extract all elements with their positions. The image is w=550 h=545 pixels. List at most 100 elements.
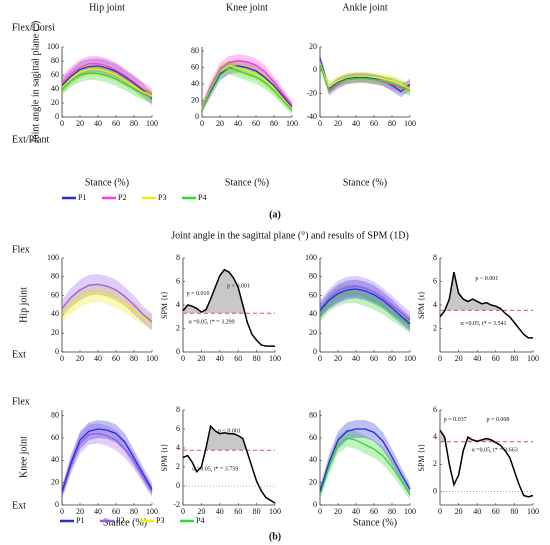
x-tick-label: 100 [286, 119, 298, 128]
ext-label: Ext [12, 349, 26, 360]
x-tick-label: 100 [269, 354, 281, 363]
y-tick-label: 60 [309, 433, 317, 442]
line [319, 58, 411, 93]
x-tick-label: 80 [510, 354, 518, 363]
y-tick-label: 8 [176, 405, 180, 414]
line [61, 283, 153, 323]
x-tick-label: 0 [438, 507, 442, 516]
y-tick-label: 60 [51, 290, 59, 299]
flex-label: Flex [12, 396, 30, 407]
y-tick-label: 80 [51, 56, 59, 65]
x-tick-label: 20 [197, 507, 205, 516]
line [61, 432, 153, 495]
x-tick-label: 20 [76, 354, 84, 363]
subplot: 0 20 40 60 80 100 0 20 40 60 80 100 [47, 253, 158, 363]
flex-label: Flex [12, 244, 30, 255]
subplot-title: Ankle joint [342, 2, 387, 13]
y-tick-label: 4 [433, 300, 437, 309]
y-tick-label: 80 [309, 410, 317, 419]
y-tick-label: 6 [176, 424, 180, 433]
band [62, 65, 152, 103]
x-tick-label: 60 [492, 507, 500, 516]
x-tick-label: 40 [94, 507, 102, 516]
legend-label: P2 [118, 193, 126, 202]
x-axis-label: Stance (%) [353, 517, 397, 528]
x-axis-label: Stance (%) [225, 177, 269, 188]
x-tick-label: 60 [234, 354, 242, 363]
row-label: Hip joint [18, 287, 29, 323]
y-tick-label: 0 [176, 481, 180, 490]
supra-threshold [440, 430, 533, 442]
subplot: 0 20 40 60 80 0 20 40 60 80 100 [51, 410, 158, 516]
y-tick-label: 60 [191, 62, 199, 71]
band [320, 420, 410, 498]
y-axis-label: SPM {t} [160, 291, 169, 319]
annotation: p < 0.001 [475, 276, 498, 282]
line [201, 65, 293, 110]
y-tick-label: 20 [309, 42, 317, 51]
y-tick-label: 0 [55, 347, 59, 356]
band [202, 61, 292, 115]
x-axis-label: Stance (%) [343, 177, 387, 188]
x-tick-label: 0 [438, 354, 442, 363]
x-tick-label: 100 [146, 354, 158, 363]
x-tick-label: 40 [216, 354, 224, 363]
y-tick-label: 4 [176, 443, 180, 452]
y-tick-label: 40 [309, 309, 317, 318]
x-tick-label: 0 [318, 354, 322, 363]
line [61, 63, 153, 96]
line [319, 63, 411, 90]
line [61, 428, 153, 492]
annotation: p < 0.001 [227, 284, 250, 290]
y-tick-label: 2 [176, 462, 180, 471]
y-tick-label: 40 [191, 79, 199, 88]
y-tick-label: 80 [191, 46, 199, 55]
threshold-label: α =0.05, t* = 3.299 [189, 319, 235, 325]
y-tick-label: 80 [51, 410, 59, 419]
x-tick-label: 60 [370, 119, 378, 128]
x-tick-label: 40 [216, 507, 224, 516]
y-tick-label: 60 [309, 290, 317, 299]
y-tick-label: 40 [51, 455, 59, 464]
legend-label: P3 [158, 193, 166, 202]
x-tick-label: 80 [388, 119, 396, 128]
x-axis-label: Stance (%) [85, 177, 129, 188]
y-tick-label: 0 [176, 347, 180, 356]
line [319, 437, 411, 496]
subplot: 0 20 40 60 80 100 0 20 40 60 80 100 [47, 42, 158, 128]
band [320, 429, 410, 501]
line [319, 64, 411, 92]
subplot: -40 -20 0 20 0 20 40 60 80 100 [306, 42, 416, 128]
x-tick-label: 0 [60, 507, 64, 516]
x-tick-label: 80 [270, 119, 278, 128]
legend-label: P4 [198, 193, 206, 202]
y-axis-label: SPM {t} [160, 443, 169, 471]
x-tick-label: 100 [527, 354, 539, 363]
y-tick-label: -40 [306, 112, 317, 121]
y-tick-label: 0 [313, 347, 317, 356]
threshold-label: α =0.05, t* = 3.663 [472, 447, 518, 453]
x-tick-label: 80 [388, 354, 396, 363]
y-tick-label: 2 [176, 323, 180, 332]
x-tick-label: 40 [473, 507, 481, 516]
annotation: p = 0.037 [444, 417, 467, 423]
y-tick-label: 100 [47, 253, 59, 262]
ext-label: Ext [12, 500, 26, 511]
x-tick-label: 60 [112, 507, 120, 516]
legend-label: P4 [196, 516, 204, 525]
x-tick-label: 0 [60, 354, 64, 363]
line [182, 268, 275, 347]
y-tick-label: 60 [51, 433, 59, 442]
line [319, 285, 411, 321]
y-tick-label: 100 [305, 253, 317, 262]
subplot: 0 20 40 60 80 100 0 20 40 60 80 100 [305, 253, 416, 363]
y-tick-label: 80 [309, 272, 317, 281]
line [319, 428, 411, 492]
x-tick-label: 80 [130, 354, 138, 363]
band [62, 62, 152, 102]
band [202, 59, 292, 113]
supra-threshold [440, 272, 533, 311]
